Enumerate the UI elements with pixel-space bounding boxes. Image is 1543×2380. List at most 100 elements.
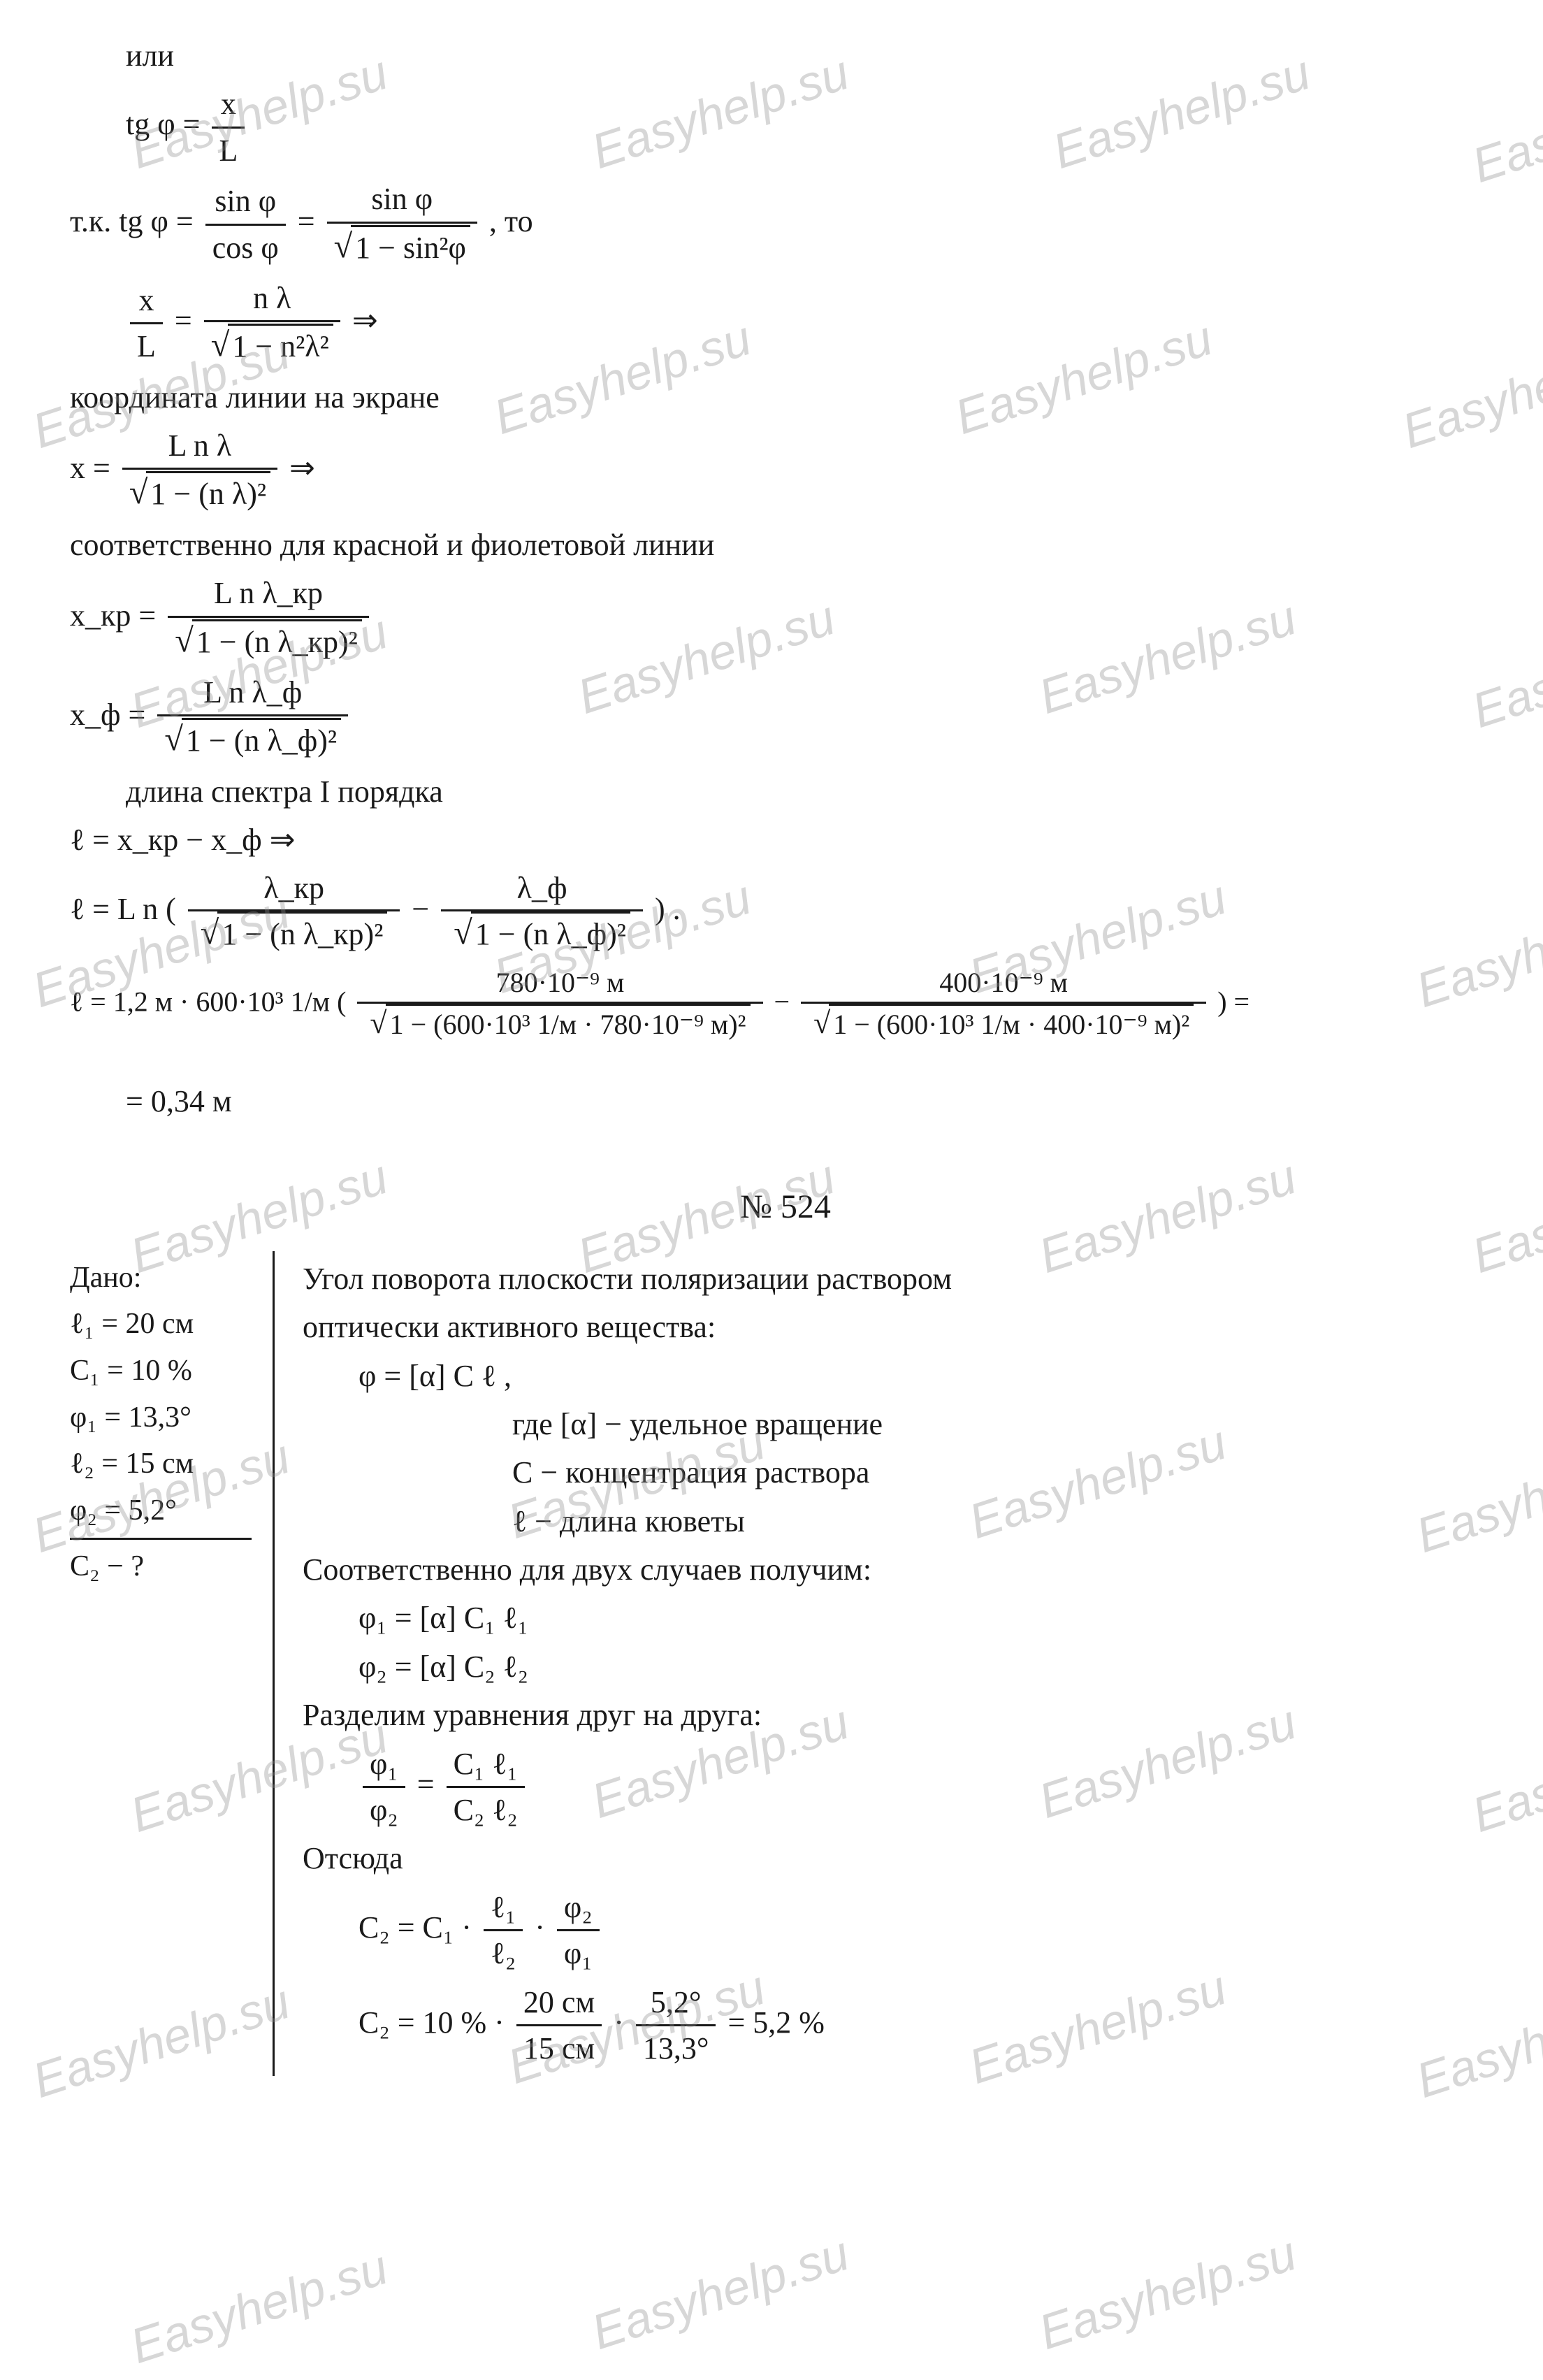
numerator: 780·10⁻⁹ м — [357, 964, 762, 1004]
frac: λ_ф √1 − (n λ_ф)² — [441, 867, 643, 957]
text-line: Разделим уравнения друг на друга: — [303, 1694, 952, 1736]
given-item: C₁ = 10 % — [70, 1351, 252, 1391]
problem-title: № 524 — [70, 1185, 1501, 1230]
radical-icon: √ — [454, 910, 472, 955]
numerator: 400·10⁻⁹ м — [801, 964, 1206, 1004]
minus: − — [412, 892, 437, 926]
denominator: 15 см — [516, 2026, 602, 2069]
frac: ℓ₁ ℓ₂ — [484, 1887, 523, 1975]
given-block: Дано: ℓ₁ = 20 см C₁ = 10 % φ₁ = 13,3° ℓ₂… — [70, 1251, 275, 2077]
given-item: φ₁ = 13,3° — [70, 1398, 252, 1438]
mid: · — [535, 1910, 553, 1945]
frac: 780·10⁻⁹ м √1 − (600·10³ 1/м · 780·10⁻⁹ … — [357, 964, 762, 1045]
lhs: C₂ = 10 % · — [358, 2005, 512, 2040]
denominator: √1 − (n λ)² — [122, 470, 277, 517]
denominator: √1 − (600·10³ 1/м · 780·10⁻⁹ м)² — [357, 1004, 762, 1045]
eq-tgphi: tg φ = x L — [126, 83, 1501, 171]
lhs: x_кр = — [70, 598, 156, 633]
frac: L n λ_кр √1 − (n λ_кр)² — [168, 572, 369, 665]
watermark: Easyhelp.su — [1032, 2225, 1303, 2360]
numerator: L n λ_ф — [157, 672, 348, 716]
watermark: Easyhelp.su — [585, 2225, 855, 2360]
numerator: sin φ — [327, 178, 477, 223]
given-title: Дано: — [70, 1258, 252, 1298]
denominator: √1 − sin²φ — [327, 224, 477, 271]
given-item: φ₂ = 5,2° — [70, 1491, 252, 1531]
eq: φ₁ = [α] C₁ ℓ₁ — [358, 1597, 952, 1638]
denominator: 13,3° — [636, 2026, 716, 2069]
frac: n λ √1 − n²λ² — [204, 277, 340, 370]
radical-icon: √ — [175, 618, 194, 663]
frac: φ₂ φ₁ — [557, 1887, 600, 1975]
numerator: L n λ — [122, 425, 277, 470]
numerator: sin φ — [205, 180, 286, 225]
pre: т.к. tg φ = — [70, 204, 194, 238]
problem-524: Дано: ℓ₁ = 20 см C₁ = 10 % φ₁ = 13,3° ℓ₂… — [70, 1251, 1501, 2077]
frac: C₁ ℓ₁ C₂ ℓ₂ — [447, 1743, 525, 1831]
sqrt: 1 − (600·10³ 1/м · 780·10⁻⁹ м)² — [386, 1004, 751, 1044]
text-line: Отсюда — [303, 1838, 952, 1879]
denominator: √1 − (n λ_кр)² — [188, 911, 400, 957]
frac: 20 см 15 см — [516, 1982, 602, 2070]
sqrt: 1 − (n λ)² — [146, 471, 270, 514]
denominator: cos φ — [205, 226, 286, 268]
denominator: √1 − n²λ² — [204, 322, 340, 369]
sqrt: 1 − n²λ² — [228, 324, 333, 367]
numerator: 20 см — [516, 1982, 602, 2026]
denominator: √1 − (n λ_ф)² — [157, 716, 348, 763]
eq: φ = [α] C ℓ , — [358, 1355, 952, 1397]
frac: x L — [130, 280, 163, 368]
denominator: L — [130, 324, 163, 367]
eq-xph: x_ф = L n λ_ф √1 − (n λ_ф)² — [70, 672, 1501, 764]
rhs: = 5,2 % — [727, 2005, 824, 2040]
denominator: φ₁ — [557, 1931, 600, 1974]
eq-x-over-L: x L = n λ √1 − n²λ² ⇒ — [126, 277, 1501, 370]
radical-icon: √ — [211, 322, 230, 368]
minus: − — [774, 986, 797, 1018]
lhs: ℓ = 1,2 м · 600·10³ 1/м ( — [70, 986, 346, 1018]
sqrt: 1 − (600·10³ 1/м · 400·10⁻⁹ м)² — [829, 1004, 1194, 1044]
eq-xkr: x_кр = L n λ_кр √1 − (n λ_кр)² — [70, 572, 1501, 665]
radical-icon: √ — [201, 910, 219, 955]
text-line: соответственно для красной и фиолетовой … — [70, 524, 1501, 565]
where-line: где [α] − удельное вращение — [512, 1404, 952, 1445]
numerator: ℓ₁ — [484, 1887, 523, 1931]
numerator: 5,2° — [636, 1982, 716, 2026]
lhs: x_ф = — [70, 698, 145, 732]
post: , то — [489, 204, 533, 238]
radical-icon: √ — [813, 1002, 830, 1044]
page: или tg φ = x L т.к. tg φ = sin φ cos φ =… — [0, 0, 1543, 2380]
given-item: ℓ₁ = 20 см — [70, 1304, 252, 1344]
result: = 0,34 м — [126, 1081, 1501, 1122]
mid: · — [614, 2005, 632, 2040]
frac: L n λ_ф √1 − (n λ_ф)² — [157, 672, 348, 764]
text-line: или — [126, 35, 1501, 76]
eq: φ₂ = [α] C₂ ℓ₂ — [358, 1646, 952, 1687]
lhs: ℓ = L n ( — [70, 892, 176, 926]
eq: = — [298, 204, 315, 238]
solution-block: Угол поворота плоскости поляризации раст… — [303, 1251, 952, 2077]
denominator: L — [212, 129, 245, 171]
eq-ell-diff: ℓ = x_кр − x_ф ⇒ — [70, 819, 1501, 860]
radical-icon: √ — [334, 224, 353, 269]
where-line: C − концентрация раствора — [512, 1452, 952, 1493]
eq-x: x = L n λ √1 − (n λ)² ⇒ — [70, 425, 1501, 517]
eq-c2: C₂ = C₁ · ℓ₁ ℓ₂ · φ₂ φ₁ — [358, 1887, 952, 1975]
watermark: Easyhelp.su — [124, 2239, 394, 2374]
sqrt: 1 − (n λ_кр)² — [217, 911, 387, 955]
radical-icon: √ — [129, 470, 148, 515]
text-line: оптически активного вещества: — [303, 1306, 952, 1348]
sqrt: 1 − sin²φ — [351, 225, 470, 268]
eq: = — [417, 1767, 442, 1801]
denominator: φ₂ — [363, 1788, 405, 1831]
frac: sin φ √1 − sin²φ — [327, 178, 477, 271]
text-line: Соответственно для двух случаев получим: — [303, 1549, 952, 1590]
sqrt: 1 − (n λ_ф)² — [182, 718, 341, 761]
frac: 400·10⁻⁹ м √1 − (600·10³ 1/м · 400·10⁻⁹ … — [801, 964, 1206, 1045]
numerator: n λ — [204, 277, 340, 322]
post: ⇒ — [289, 451, 315, 485]
eq-c2-numeric: C₂ = 10 % · 20 см 15 см · 5,2° 13,3° = 5… — [358, 1982, 952, 2070]
eq: = — [175, 303, 192, 338]
numerator: λ_кр — [188, 867, 400, 911]
rhs: ) = — [1217, 986, 1249, 1018]
